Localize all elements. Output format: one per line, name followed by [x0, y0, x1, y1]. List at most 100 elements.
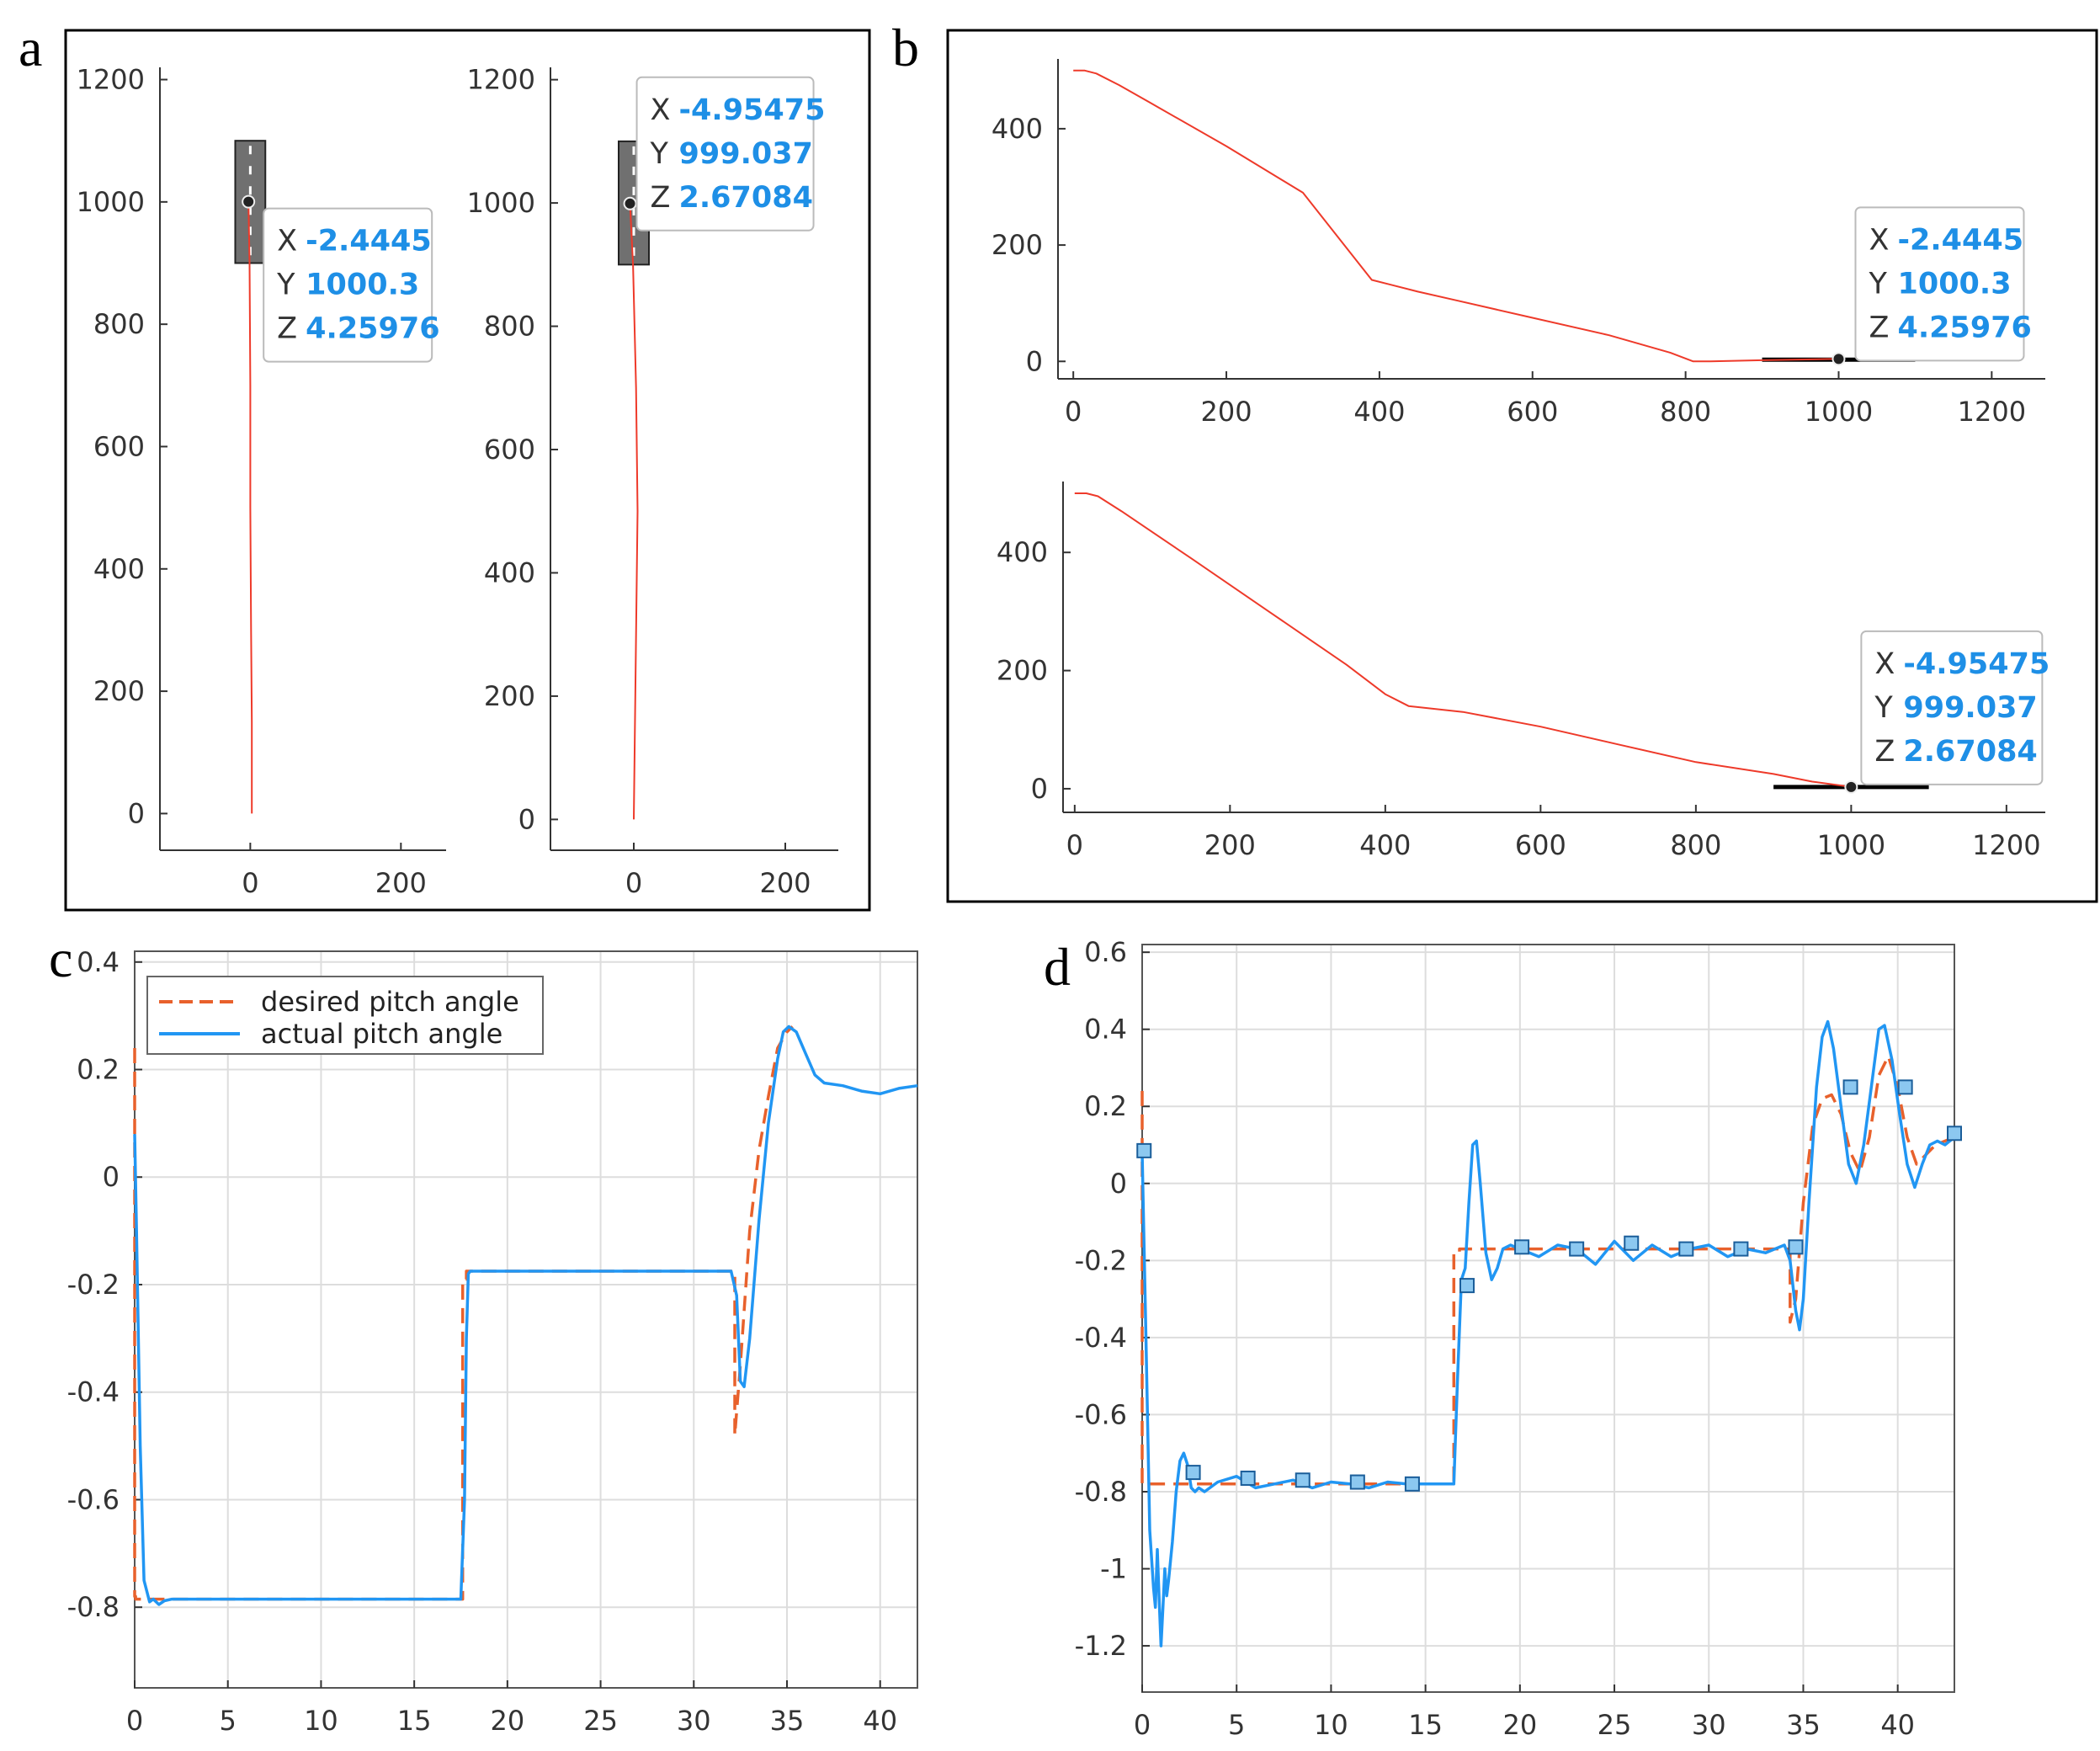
- panel-label-d: d: [1044, 937, 1071, 997]
- c-x-tick-label-8: 40: [863, 1705, 897, 1737]
- a1-datatip-z-value: 4.25976: [306, 312, 439, 346]
- a2-x-tick-label-1: 200: [759, 867, 811, 899]
- b1-x-tick-label-5: 1000: [1805, 396, 1873, 428]
- a1-y-tick-label-6: 1200: [77, 64, 145, 96]
- d-y-tick-label-4: -0.2: [1075, 1244, 1127, 1276]
- b1-datatip-z-label: Z: [1869, 311, 1889, 344]
- b1-x-tick-label-3: 600: [1507, 396, 1558, 428]
- d-y-tick-label-5: -0.4: [1075, 1322, 1127, 1354]
- d-marker-13: [1842, 1079, 1858, 1095]
- a2-y-tick-label-0: 0: [518, 803, 535, 835]
- b2-x-tick-label-4: 800: [1670, 829, 1721, 861]
- c-y-tick-label-4: -0.4: [67, 1376, 120, 1408]
- chart-a1: 0 200 0 200 400 600 800 1000 1200 X -2.4445 Y 1000.3…: [77, 64, 446, 899]
- a1-y-tick-label-0: 0: [128, 797, 145, 829]
- c-y-tick-label-0: 0.4: [77, 946, 120, 978]
- b2-y-tick-label-2: 400: [997, 536, 1048, 568]
- d-series-0-line: [1140, 1054, 1955, 1486]
- d-marker-7: [1514, 1239, 1530, 1255]
- b2-x-tick-label-1: 200: [1204, 829, 1256, 861]
- d-x-tick-label-5: 25: [1598, 1709, 1632, 1741]
- c-legend-entry-1: actual pitch angle: [261, 1018, 502, 1050]
- d-marker-10: [1678, 1241, 1694, 1257]
- a2-datatip-z-value: 2.67084: [679, 181, 813, 215]
- d-marker-4: [1349, 1474, 1365, 1490]
- b1-datatip-x-label: X: [1869, 223, 1889, 257]
- a1-datatip-point: [242, 194, 256, 209]
- d-marker-6: [1459, 1278, 1475, 1294]
- b1-datatip-x-value: -2.4445: [1897, 223, 2023, 257]
- c-series-1-line: [133, 1025, 918, 1606]
- a1-datatip-x-value: -2.4445: [306, 225, 432, 258]
- c-y-tick-label-5: -0.6: [67, 1483, 120, 1515]
- a1-datatip-box: [263, 207, 433, 363]
- d-x-tick-label-4: 20: [1502, 1709, 1537, 1741]
- panel-label-b: b: [892, 18, 919, 77]
- a2-y-tick-label-5: 1000: [467, 187, 535, 219]
- c-axes-box: [134, 950, 918, 1689]
- chart-c: 0 5 10 15 20 25 30 35 40 0.4 0.2 0 -0.2 -0.4 -0.6 -0.8 d…: [67, 946, 918, 1737]
- a2-datatip-y-value: 999.037: [679, 137, 813, 171]
- a2-y-tick-label-3: 600: [484, 434, 535, 466]
- d-y-tick-label-3: 0: [1110, 1168, 1127, 1200]
- b2-datatip-x-value: -4.95475: [1903, 647, 2049, 681]
- b1-datatip-box: [1854, 206, 2025, 362]
- c-x-tick-label-2: 10: [304, 1705, 338, 1737]
- c-legend-entry-0: desired pitch angle: [261, 986, 519, 1018]
- a1-x-tick-label-0: 0: [242, 867, 258, 899]
- b1-y-tick-label-1: 200: [992, 229, 1043, 261]
- b1-x-tick-label-2: 400: [1353, 396, 1405, 428]
- b2-datatip-x-label: X: [1874, 647, 1895, 681]
- a1-x-tick-label-1: 200: [375, 867, 427, 899]
- d-marker-1: [1185, 1465, 1201, 1481]
- c-x-tick-label-7: 35: [770, 1705, 805, 1737]
- b2-series-0-line: [1074, 492, 1852, 788]
- panel-a-frame: [64, 29, 871, 912]
- a1-y-tick-label-5: 1000: [77, 186, 145, 218]
- d-y-tick-label-0: 0.6: [1084, 936, 1127, 968]
- b2-datatip-point: [1844, 780, 1858, 794]
- c-series-0-line: [133, 1025, 794, 1601]
- c-x-tick-label-3: 15: [397, 1705, 432, 1737]
- c-y-tick-label-6: -0.8: [67, 1591, 120, 1623]
- b2-y-tick-label-1: 200: [997, 655, 1048, 687]
- a1-series-0-line: [247, 201, 253, 814]
- c-x-tick-label-4: 20: [490, 1705, 524, 1737]
- c-x-tick-label-1: 5: [220, 1705, 237, 1737]
- a2-datatip-x-label: X: [651, 93, 671, 127]
- d-y-tick-label-7: -0.8: [1075, 1476, 1127, 1508]
- b2-x-tick-label-6: 1200: [1972, 829, 2040, 861]
- a1-y-tick-label-4: 800: [93, 308, 145, 340]
- a1-y-tick-label-1: 200: [93, 675, 145, 707]
- chart-b2: 0 200 400 600 800 1000 1200 0 200 400 X -4.95475 Y 99…: [997, 482, 2049, 861]
- d-y-tick-label-2: 0.2: [1084, 1090, 1127, 1122]
- b2-datatip-z-value: 2.67084: [1903, 735, 2037, 769]
- b2-datatip-z-label: Z: [1874, 735, 1895, 769]
- b2-y-tick-label-0: 0: [1031, 773, 1048, 805]
- d-marker-9: [1624, 1235, 1640, 1251]
- d-x-tick-label-7: 35: [1786, 1709, 1821, 1741]
- b1-datatip-y-value: 1000.3: [1897, 267, 2011, 301]
- a1-datatip-x-label: X: [277, 225, 297, 258]
- b2-x-tick-label-0: 0: [1066, 829, 1083, 861]
- b2-datatip-y-value: 999.037: [1903, 691, 2037, 725]
- b1-datatip-point: [1832, 352, 1846, 366]
- c-x-tick-label-6: 30: [677, 1705, 711, 1737]
- d-marker-8: [1569, 1241, 1585, 1257]
- d-marker-15: [1947, 1126, 1962, 1142]
- panel-label-c: c: [49, 929, 72, 988]
- d-marker-3: [1295, 1472, 1311, 1488]
- a1-datatip-y-value: 1000.3: [306, 269, 419, 302]
- d-x-tick-label-0: 0: [1134, 1709, 1151, 1741]
- b2-datatip-box: [1860, 630, 2044, 785]
- d-x-tick-label-2: 10: [1314, 1709, 1348, 1741]
- chart-a2: 0 200 0 200 400 600 800 1000 1200 X -4.95475 Y 999.0…: [467, 64, 838, 899]
- d-y-tick-label-6: -0.6: [1075, 1398, 1127, 1430]
- d-y-tick-label-9: -1.2: [1075, 1630, 1127, 1662]
- c-y-tick-label-2: 0: [103, 1161, 120, 1193]
- b2-x-tick-label-3: 600: [1515, 829, 1566, 861]
- a2-datatip-x-value: -4.95475: [679, 93, 826, 127]
- a2-datatip-z-label: Z: [651, 181, 671, 215]
- d-y-tick-label-8: -1: [1100, 1553, 1127, 1585]
